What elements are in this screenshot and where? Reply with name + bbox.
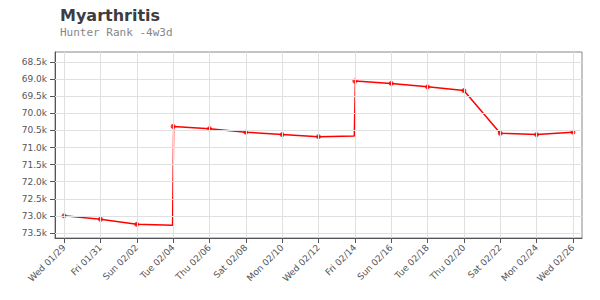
svg-text:Sat 02/22: Sat 02/22: [466, 242, 504, 280]
svg-text:Wed 02/26: Wed 02/26: [535, 242, 576, 283]
svg-text:Thu 02/06: Thu 02/06: [173, 242, 213, 282]
svg-text:Hunter Rank -4w3d: Hunter Rank -4w3d: [60, 26, 173, 39]
svg-text:70.0k: 70.0k: [22, 108, 48, 118]
svg-text:Sun 02/16: Sun 02/16: [355, 242, 395, 282]
svg-text:73.5k: 73.5k: [22, 228, 48, 238]
svg-text:Sat 02/08: Sat 02/08: [212, 242, 250, 280]
svg-text:69.0k: 69.0k: [22, 74, 48, 84]
svg-text:68.5k: 68.5k: [22, 57, 48, 67]
svg-text:Fri 01/31: Fri 01/31: [69, 242, 104, 277]
svg-text:70.5k: 70.5k: [22, 125, 48, 135]
svg-text:Wed 02/12: Wed 02/12: [281, 242, 322, 283]
svg-text:71.5k: 71.5k: [22, 160, 48, 170]
svg-text:Myarthritis: Myarthritis: [60, 6, 160, 25]
svg-text:Mon 02/10: Mon 02/10: [245, 242, 286, 283]
svg-text:Sun 02/02: Sun 02/02: [101, 242, 140, 281]
svg-text:73.0k: 73.0k: [22, 211, 48, 221]
svg-text:Wed 01/29: Wed 01/29: [26, 242, 67, 283]
svg-text:Tue 02/04: Tue 02/04: [138, 242, 177, 281]
svg-text:Fri 02/14: Fri 02/14: [323, 242, 358, 277]
svg-text:Tue 02/18: Tue 02/18: [392, 242, 431, 281]
svg-text:69.5k: 69.5k: [22, 91, 48, 101]
svg-text:Mon 02/24: Mon 02/24: [499, 242, 540, 283]
svg-text:72.0k: 72.0k: [22, 177, 48, 187]
svg-text:72.5k: 72.5k: [22, 194, 48, 204]
svg-text:Thu 02/20: Thu 02/20: [427, 242, 467, 282]
svg-text:71.0k: 71.0k: [22, 143, 48, 153]
